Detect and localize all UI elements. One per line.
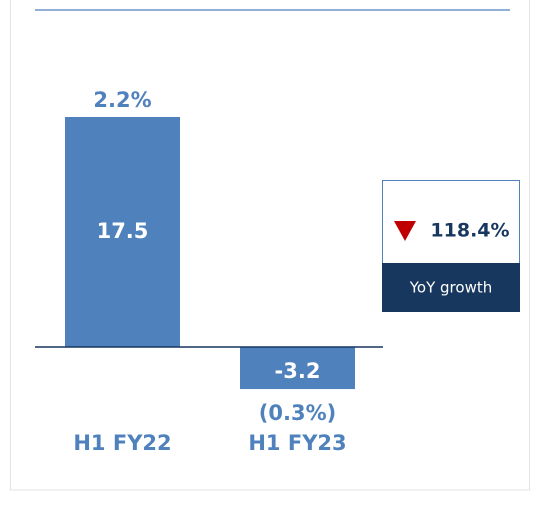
value-label: 17.5 xyxy=(97,219,149,243)
down-arrow xyxy=(394,221,416,241)
x-tick-label: H1 FY22 xyxy=(73,431,171,455)
callout-footer xyxy=(382,263,520,312)
callout-label: YoY growth xyxy=(409,279,492,297)
bar xyxy=(240,347,355,390)
margin-label: (0.3%) xyxy=(259,401,336,425)
value-label: -3.2 xyxy=(275,359,321,383)
x-tick-label: H1 FY23 xyxy=(248,431,346,455)
bar xyxy=(65,117,180,347)
frame xyxy=(10,0,530,491)
margin-label: 2.2% xyxy=(93,88,151,112)
callout-value: 118.4% xyxy=(430,220,509,242)
